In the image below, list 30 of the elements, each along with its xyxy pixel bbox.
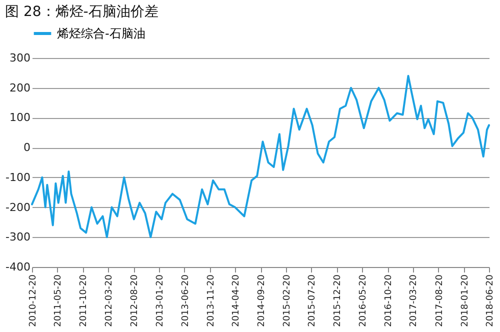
y-tick-label: -400 bbox=[6, 260, 30, 274]
y-tick-label: 200 bbox=[10, 81, 30, 94]
y-tick-label: -200 bbox=[6, 200, 30, 214]
x-tick-label: 2012-08-20 bbox=[130, 274, 140, 327]
y-tick-label: -300 bbox=[6, 230, 30, 244]
x-tick-label: 2017-03-20 bbox=[409, 274, 420, 327]
x-tick-label: 2012-03-20 bbox=[104, 274, 115, 327]
x-tick-label: 2018-06-20 bbox=[486, 274, 496, 327]
x-tick-label: 2015-12-20 bbox=[333, 274, 344, 327]
x-tick-label: 2013-11-20 bbox=[206, 274, 216, 327]
x-tick-label: 2018-01-20 bbox=[460, 274, 470, 327]
x-tick-label: 2011-10-20 bbox=[79, 274, 90, 327]
x-tick-label: 2014-09-20 bbox=[257, 274, 268, 327]
line-series bbox=[31, 74, 490, 238]
y-tick-label: -100 bbox=[6, 170, 30, 184]
y-tick-label: 0 bbox=[24, 141, 30, 154]
x-tick-label: 2013-01-20 bbox=[156, 274, 166, 327]
x-tick-label: 2017-08-20 bbox=[434, 274, 445, 327]
x-tick-label: 2015-02-20 bbox=[282, 274, 293, 327]
x-tick-label: 2016-10-20 bbox=[384, 274, 394, 327]
legend-label: 烯烃综合-石脑油 bbox=[57, 26, 146, 40]
chart-title: 图 28：烯烃-石脑油价差 bbox=[5, 4, 158, 20]
y-tick-label: 100 bbox=[10, 111, 30, 124]
x-tick-label: 2011-05-20 bbox=[54, 274, 64, 327]
x-tick-label: 2014-04-20 bbox=[232, 274, 242, 327]
x-tick-label: 2010-12-20 bbox=[28, 274, 38, 327]
x-tick-label: 2016-05-20 bbox=[358, 274, 369, 327]
x-tick-label: 2015-07-20 bbox=[308, 274, 318, 327]
x-tick-label: 2013-06-20 bbox=[180, 274, 191, 327]
y-tick-label: 300 bbox=[10, 52, 30, 64]
